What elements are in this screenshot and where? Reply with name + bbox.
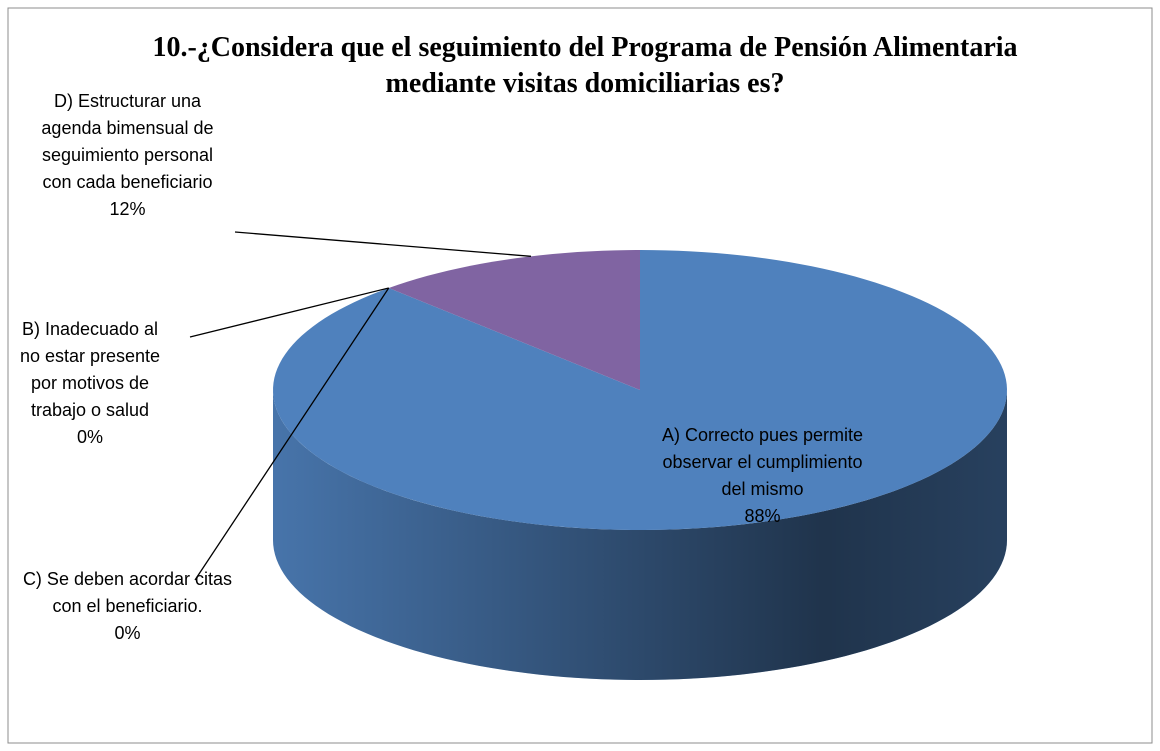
side-shade <box>273 390 1007 680</box>
data-label: D) Estructurar una agenda bimensual de s… <box>30 88 225 223</box>
leader-line <box>194 287 390 581</box>
data-label: A) Correcto pues permite observar el cum… <box>650 422 875 530</box>
leader-line <box>189 287 389 338</box>
label-value: 88% <box>744 506 781 526</box>
label-category: C) Se deben acordar citas con el benefic… <box>22 569 233 616</box>
data-label: B) Inadecuado al no estar presente por m… <box>15 316 165 451</box>
label-category: B) Inadecuado al no estar presente por m… <box>19 319 161 420</box>
label-value: 0% <box>76 427 103 447</box>
pie-slice <box>273 250 1007 530</box>
pie-slice <box>388 250 640 390</box>
label-value: 12% <box>109 199 146 219</box>
label-category: A) Correcto pues permite observar el cum… <box>661 425 864 499</box>
label-category: D) Estructurar una agenda bimensual de s… <box>41 91 214 192</box>
data-label: C) Se deben acordar citas con el benefic… <box>15 566 240 647</box>
leader-line <box>234 231 532 257</box>
chart-title: 10.-¿Considera que el seguimiento del Pr… <box>152 32 1018 99</box>
label-value: 0% <box>114 623 141 643</box>
